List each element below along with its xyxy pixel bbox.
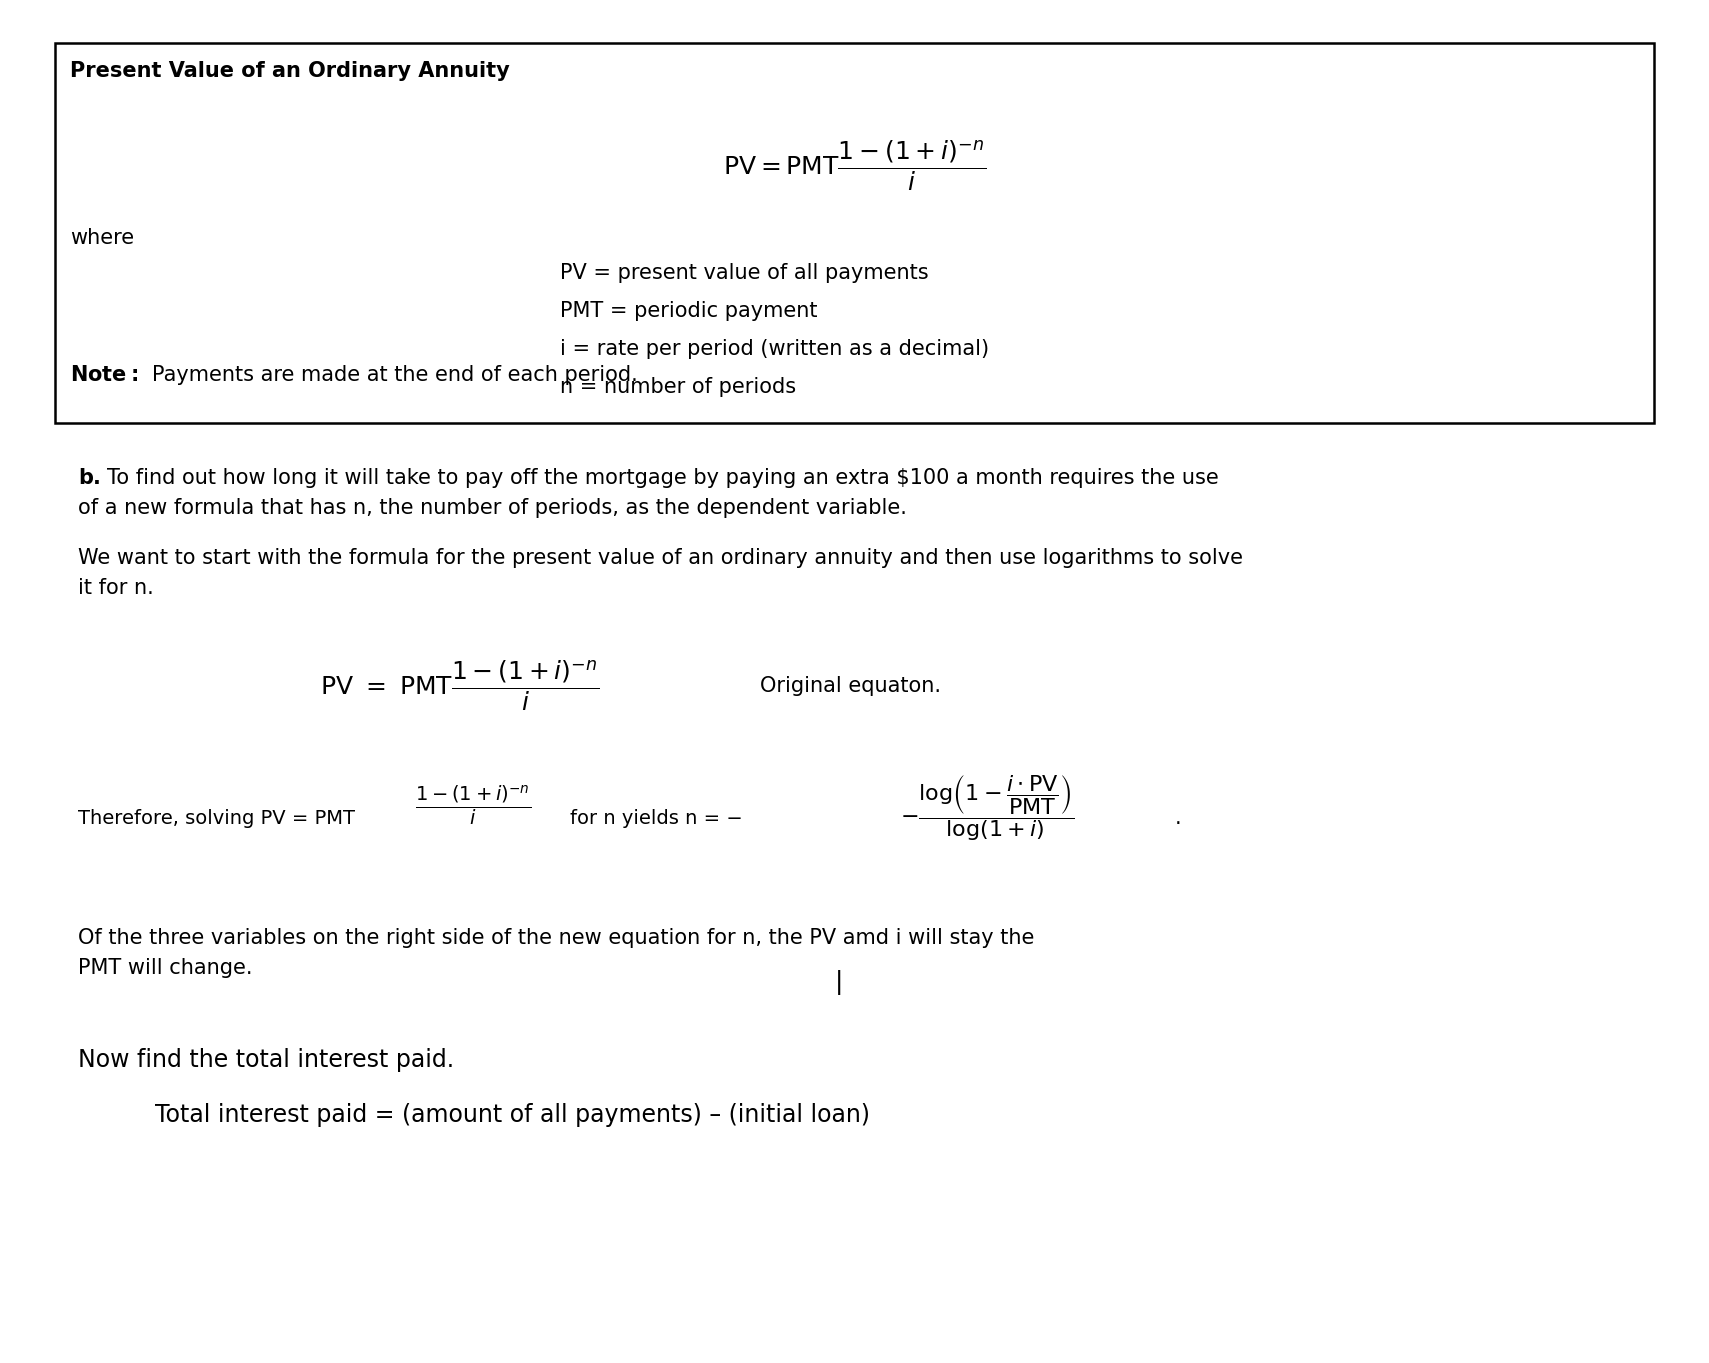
- Text: Present Value of an Ordinary Annuity: Present Value of an Ordinary Annuity: [70, 61, 509, 80]
- Text: $\mathrm{PV\ =\ PMT}\dfrac{1-(1+i)^{-n}}{i}$: $\mathrm{PV\ =\ PMT}\dfrac{1-(1+i)^{-n}}…: [320, 658, 600, 713]
- Text: We want to start with the formula for the present value of an ordinary annuity a: We want to start with the formula for th…: [79, 548, 1242, 568]
- Text: $\mathrm{PV = PMT}\dfrac{1-(1+i)^{-n}}{i}$: $\mathrm{PV = PMT}\dfrac{1-(1+i)^{-n}}{i…: [723, 138, 986, 192]
- Text: Original equaton.: Original equaton.: [761, 676, 942, 696]
- Text: where: where: [70, 228, 133, 248]
- Text: PMT = periodic payment: PMT = periodic payment: [561, 301, 817, 322]
- Text: Therefore, solving PV = PMT: Therefore, solving PV = PMT: [79, 808, 355, 827]
- Text: for n yields n = −: for n yields n = −: [571, 808, 743, 827]
- Text: .: .: [1176, 808, 1181, 827]
- Text: Of the three variables on the right side of the new equation for n, the PV amd i: Of the three variables on the right side…: [79, 928, 1034, 949]
- Text: PMT will change.: PMT will change.: [79, 958, 253, 979]
- Bar: [55, 44, 1654, 423]
- Text: i = rate per period (written as a decimal): i = rate per period (written as a decima…: [561, 339, 990, 358]
- Text: $\mathbf{b.}$: $\mathbf{b.}$: [79, 468, 101, 488]
- Text: To find out how long it will take to pay off the mortgage by paying an extra $10: To find out how long it will take to pay…: [108, 468, 1219, 488]
- Text: $-\dfrac{\log\!\left(1-\dfrac{i\cdot\mathrm{PV}}{\mathrm{PMT}}\right)}{\log(1+i): $-\dfrac{\log\!\left(1-\dfrac{i\cdot\mat…: [901, 773, 1073, 842]
- Text: PV = present value of all payments: PV = present value of all payments: [561, 263, 928, 284]
- Text: it for n.: it for n.: [79, 578, 154, 598]
- Text: Now find the total interest paid.: Now find the total interest paid.: [79, 1048, 455, 1073]
- Text: n = number of periods: n = number of periods: [561, 378, 796, 397]
- Text: |: |: [836, 970, 843, 995]
- Text: Payments are made at the end of each period.: Payments are made at the end of each per…: [152, 365, 637, 384]
- Text: of a new formula that has n, the number of periods, as the dependent variable.: of a new formula that has n, the number …: [79, 497, 907, 518]
- Text: $\mathbf{Note:}$: $\mathbf{Note:}$: [70, 365, 138, 384]
- Text: $\dfrac{1-(1+i)^{-n}}{i}$: $\dfrac{1-(1+i)^{-n}}{i}$: [415, 784, 531, 829]
- Text: Total interest paid = (amount of all payments) – (initial loan): Total interest paid = (amount of all pay…: [156, 1103, 870, 1127]
